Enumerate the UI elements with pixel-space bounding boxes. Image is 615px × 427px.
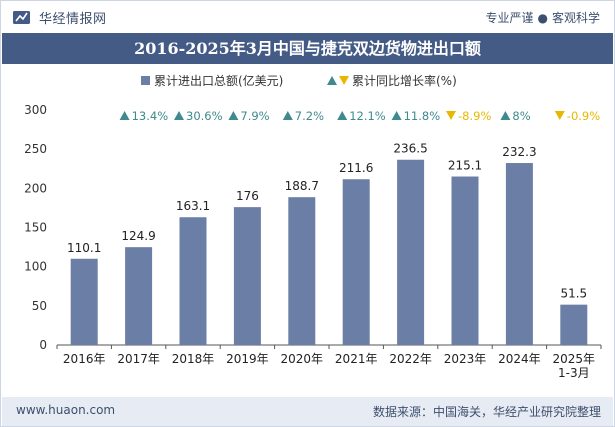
growth-label: -8.9% (458, 109, 491, 123)
x-tick-label: 2024年 (498, 352, 541, 366)
growth-label: 13.4% (132, 109, 169, 123)
footer-source: 数据来源：中国海关，华经产业研究院整理 (372, 405, 601, 419)
y-tick-label: 50 (32, 299, 47, 313)
legend-growth-label: 累计同比增长率(%) (352, 73, 457, 88)
y-tick-label: 150 (24, 221, 47, 235)
bar (560, 304, 588, 345)
growth-label: 8% (512, 109, 530, 123)
bar (451, 176, 479, 345)
bar-chart: 累计进出口总额(亿美元) 累计同比增长率(%) 0 50 100 150 200 250 300… (24, 73, 602, 380)
huajing-logo-icon (13, 11, 30, 24)
y-tick-label: 0 (39, 338, 47, 352)
x-tick-label: 2018年 (172, 352, 215, 366)
growth-up-icon (174, 111, 184, 120)
growth-up-icon (337, 111, 348, 120)
bar (342, 179, 370, 345)
top-bar: 华经情报网 专业严谨 ● 客观科学 (1, 1, 614, 33)
bar (505, 163, 533, 345)
tagline: 专业严谨 ● 客观科学 (485, 9, 600, 26)
growth-label: 7.2% (295, 109, 324, 123)
y-tick-label: 300 (24, 103, 47, 117)
legend-bar-swatch (141, 76, 150, 85)
bar (233, 207, 261, 345)
legend-bar-label: 累计进出口总额(亿美元) (154, 73, 283, 88)
bar-value-label: 163.1 (176, 199, 210, 213)
bar-value-label: 51.5 (560, 287, 587, 301)
growth-up-icon (500, 111, 511, 120)
bar (179, 217, 207, 345)
bar-value-label: 188.7 (285, 179, 319, 193)
growth-label: 12.1% (349, 109, 386, 123)
legend-down-triangle-icon (339, 76, 349, 85)
y-tick-label: 100 (24, 260, 47, 274)
bar-value-label: 110.1 (67, 241, 101, 255)
y-tick-label: 200 (24, 181, 47, 195)
bar (288, 197, 316, 345)
growth-up-icon (391, 111, 402, 120)
x-tick-label: 2021年 (335, 352, 378, 366)
bar-value-label: 215.1 (448, 159, 482, 173)
bar-value-label: 232.3 (502, 145, 536, 159)
growth-down-icon (554, 111, 565, 120)
footer-site: www.huaon.com (16, 403, 116, 417)
bar-value-label: 176 (236, 189, 259, 203)
bar (125, 247, 153, 345)
footer-bar: www.huaon.com 数据来源：中国海关，华经产业研究院整理 (2, 397, 613, 426)
growth-up-icon (282, 111, 293, 120)
growth-down-icon (446, 111, 456, 120)
growth-label: 11.8% (404, 109, 441, 123)
x-tick-label: 2016年 (63, 352, 106, 366)
bar-value-label: 211.6 (339, 161, 373, 175)
bar-value-label: 236.5 (393, 142, 427, 156)
x-tick-label: 2019年 (226, 352, 269, 366)
growth-up-icon (119, 111, 130, 120)
x-tick-label: 2022年 (389, 352, 432, 366)
growth-label: 7.9% (240, 109, 269, 123)
bar (70, 258, 98, 345)
chart-title: 2016-2025年3月中国与捷克双边货物进出口额 (2, 33, 613, 64)
y-tick-label: 250 (24, 142, 47, 156)
tagline-dot-icon: ● (537, 11, 548, 25)
growth-label: -0.9% (567, 109, 600, 123)
bar-value-label: 124.9 (121, 229, 155, 243)
tagline-right: 客观科学 (551, 11, 600, 25)
tagline-left: 专业严谨 (485, 11, 534, 25)
growth-label: 30.6% (186, 109, 223, 123)
x-tick-label: 2020年 (281, 352, 324, 366)
bar (397, 159, 425, 345)
legend-up-triangle-icon (327, 76, 337, 85)
growth-up-icon (228, 111, 239, 120)
x-tick-label: 2017年 (117, 352, 160, 366)
brand-name: 华经情报网 (39, 12, 107, 27)
x-tick-label: 2023年 (444, 352, 487, 366)
x-tick-label: 2025年 1-3月 (553, 352, 596, 380)
